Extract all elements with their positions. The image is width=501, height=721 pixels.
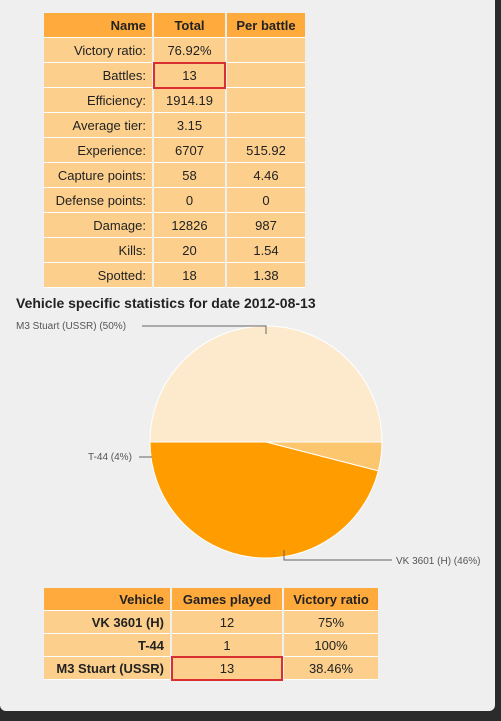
row-label: Damage: [44, 213, 152, 238]
row-total: 3.15 [154, 113, 225, 138]
summary-stats-table: Name Total Per battle Victory ratio: 76.… [42, 13, 307, 288]
stats-panel: Name Total Per battle Victory ratio: 76.… [0, 0, 495, 711]
vehicle-table: Vehicle Games played Victory ratio VK 36… [42, 588, 380, 681]
games-played-highlighted: 13 [171, 656, 283, 681]
table-row: Spotted: 18 1.38 [44, 263, 305, 288]
row-total: 20 [154, 238, 225, 263]
pie-leader-line [142, 325, 267, 334]
row-label: Defense points: [44, 188, 152, 213]
table-row: M3 Stuart (USSR) 13 38.46% [44, 656, 378, 681]
row-label: Battles: [44, 63, 152, 88]
table-row: Damage: 12826 987 [44, 213, 305, 238]
row-per-battle [227, 113, 305, 138]
vehicle-pie-chart: M3 Stuart (USSR) (50%) T-44 (4%) VK 3601 (… [16, 321, 480, 567]
row-per-battle [227, 88, 305, 113]
header-games-played: Games played [172, 588, 282, 611]
vehicle-ratio: 75% [284, 611, 378, 634]
table-row: Efficiency: 1914.19 [44, 88, 305, 113]
table-row: Victory ratio: 76.92% [44, 38, 305, 63]
row-total: 58 [154, 163, 225, 188]
row-per-battle: 987 [227, 213, 305, 238]
header-name: Name [44, 13, 152, 38]
pie-label: M3 Stuart (USSR) (50%) [16, 321, 126, 332]
table-row: Average tier: 3.15 [44, 113, 305, 138]
table-row: Battles: 13 [44, 62, 305, 89]
pie-leader-line [283, 550, 392, 561]
table-row: Defense points: 0 0 [44, 188, 305, 213]
vehicle-games: 1 [172, 634, 282, 657]
row-per-battle: 0 [227, 188, 305, 213]
cut-off-heading [40, 0, 380, 3]
table-header-row: Name Total Per battle [44, 13, 305, 38]
row-total: 0 [154, 188, 225, 213]
row-per-battle [227, 63, 305, 88]
row-total: 18 [154, 263, 225, 288]
row-total: 6707 [154, 138, 225, 163]
vehicle-name: VK 3601 (H) [44, 611, 170, 634]
battles-total-highlighted: 13 [153, 62, 226, 89]
row-label: Spotted: [44, 263, 152, 288]
vehicle-ratio: 100% [284, 634, 378, 657]
row-label: Kills: [44, 238, 152, 263]
header-per-battle: Per battle [227, 13, 305, 38]
pie-slice [149, 325, 383, 443]
vehicle-name: T-44 [44, 634, 170, 657]
header-victory-ratio: Victory ratio [284, 588, 378, 611]
table-row: T-44 1 100% [44, 634, 378, 657]
pie-slice [149, 441, 379, 559]
vehicle-ratio: 38.46% [284, 657, 378, 680]
row-label: Efficiency: [44, 88, 152, 113]
pie-label: T-44 (4%) [88, 452, 132, 463]
header-vehicle: Vehicle [44, 588, 170, 611]
row-per-battle: 4.46 [227, 163, 305, 188]
vehicle-name: M3 Stuart (USSR) [44, 657, 170, 680]
row-label: Experience: [44, 138, 152, 163]
table-header-row: Vehicle Games played Victory ratio [44, 588, 378, 611]
table-row: Experience: 6707 515.92 [44, 138, 305, 163]
row-per-battle: 1.38 [227, 263, 305, 288]
row-per-battle [227, 38, 305, 63]
header-total: Total [154, 13, 225, 38]
row-label: Victory ratio: [44, 38, 152, 63]
vehicle-games: 12 [172, 611, 282, 634]
pie-label: VK 3601 (H) (46%) [396, 556, 480, 567]
row-label: Average tier: [44, 113, 152, 138]
table-row: Kills: 20 1.54 [44, 238, 305, 263]
row-total: 76.92% [154, 38, 225, 63]
row-total: 12826 [154, 213, 225, 238]
table-row: VK 3601 (H) 12 75% [44, 611, 378, 634]
row-per-battle: 1.54 [227, 238, 305, 263]
table-row: Capture points: 58 4.46 [44, 163, 305, 188]
row-label: Capture points: [44, 163, 152, 188]
vehicle-section-title: Vehicle specific statistics for date 201… [16, 295, 316, 311]
row-total: 1914.19 [154, 88, 225, 113]
row-per-battle: 515.92 [227, 138, 305, 163]
